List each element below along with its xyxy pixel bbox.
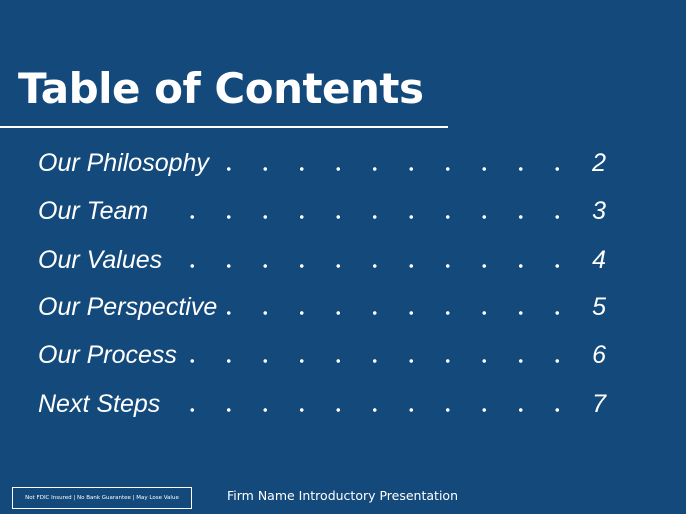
toc-label: Our Perspective [38, 293, 226, 322]
dot-leader [170, 167, 570, 171]
dot-leader [170, 359, 570, 363]
toc-page: 4 [592, 246, 606, 274]
slide-title: Table of Contents [18, 64, 424, 113]
toc-row: Our Philosophy 2 [0, 147, 686, 183]
toc-page: 6 [592, 341, 606, 369]
toc-label: Next Steps [38, 390, 169, 419]
toc-row: Our Values 4 [0, 244, 686, 280]
footer-name: Firm Name Introductory Presentation [227, 488, 458, 503]
toc-label: Our Philosophy [38, 149, 217, 178]
dot-leader [170, 311, 570, 315]
dot-leader [170, 264, 570, 268]
toc-page: 5 [592, 293, 606, 321]
toc-row: Our Team 3 [0, 195, 686, 231]
toc-page: 2 [592, 149, 606, 177]
title-rule [0, 126, 448, 128]
toc-label: Our Team [38, 197, 157, 226]
toc-row: Our Perspective 5 [0, 291, 686, 327]
toc-page: 7 [592, 390, 606, 418]
toc-label: Our Process [38, 341, 185, 370]
disclaimer-box: Not FDIC Insured | No Bank Guarantee | M… [12, 487, 192, 509]
toc-page: 3 [592, 197, 606, 225]
toc-row: Next Steps 7 [0, 388, 686, 424]
toc-row: Our Process 6 [0, 339, 686, 375]
dot-leader [170, 215, 570, 219]
toc-label: Our Values [38, 246, 171, 275]
dot-leader [170, 408, 570, 412]
